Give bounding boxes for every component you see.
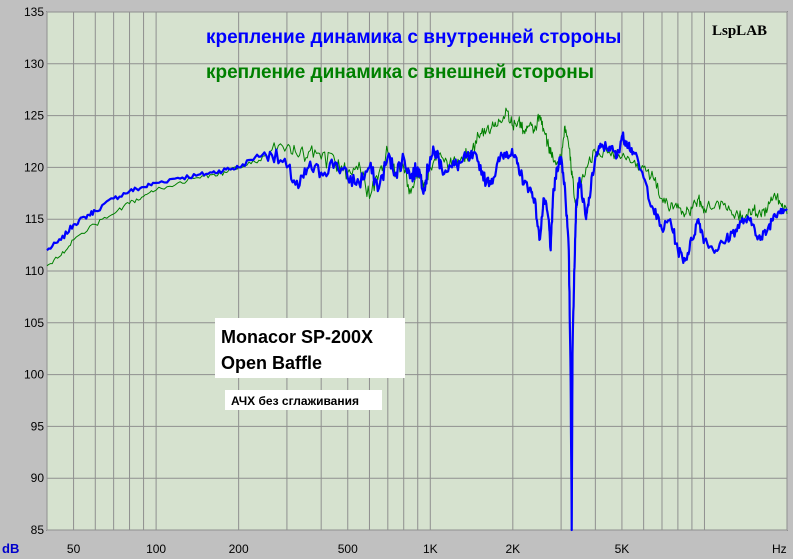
legend-series-2: крепление динамика с внешней стороны bbox=[206, 62, 594, 83]
grid-lines bbox=[46, 11, 788, 531]
legend-series-1: крепление динамика с внутренней стороны bbox=[206, 27, 621, 48]
y-axis-ticks: 85 90 95 100 105 110 115 120 125 130 135 bbox=[24, 5, 44, 537]
series-line-inner-mount bbox=[46, 131, 788, 532]
annotation-model: Monacor SP-200X bbox=[221, 327, 373, 347]
brand-watermark: LspLAB bbox=[712, 23, 767, 39]
y-tick-label: 135 bbox=[24, 5, 44, 19]
x-tick-label: 200 bbox=[229, 542, 249, 556]
annotation-setup: Open Baffle bbox=[221, 353, 322, 373]
y-tick-label: 110 bbox=[25, 264, 44, 278]
x-tick-label: 5K bbox=[615, 542, 630, 556]
y-tick-label: 120 bbox=[24, 160, 44, 174]
y-tick-label: 105 bbox=[24, 316, 44, 330]
x-axis-ticks: 50 100 200 500 1K 2K 5K bbox=[67, 542, 629, 556]
annotation-note: АЧХ без сглаживания bbox=[231, 394, 359, 408]
x-tick-label: 500 bbox=[338, 542, 358, 556]
y-tick-label: 100 bbox=[24, 368, 44, 382]
series-layer bbox=[46, 107, 788, 532]
note-box bbox=[225, 390, 382, 410]
x-tick-label: 1K bbox=[423, 542, 438, 556]
y-tick-label: 95 bbox=[31, 419, 45, 433]
x-axis-unit-label: Hz bbox=[772, 542, 787, 556]
x-tick-label: 100 bbox=[146, 542, 166, 556]
y-tick-label: 130 bbox=[24, 57, 44, 71]
y-tick-label: 85 bbox=[31, 523, 45, 537]
x-tick-label: 2K bbox=[505, 542, 520, 556]
y-tick-label: 90 bbox=[31, 471, 45, 485]
annotation-box bbox=[215, 318, 405, 378]
x-tick-label: 50 bbox=[67, 542, 81, 556]
series-line-outer-mount bbox=[46, 107, 788, 267]
y-tick-label: 115 bbox=[25, 212, 44, 226]
y-tick-label: 125 bbox=[24, 109, 44, 123]
y-axis-unit-label: dB bbox=[2, 541, 19, 556]
